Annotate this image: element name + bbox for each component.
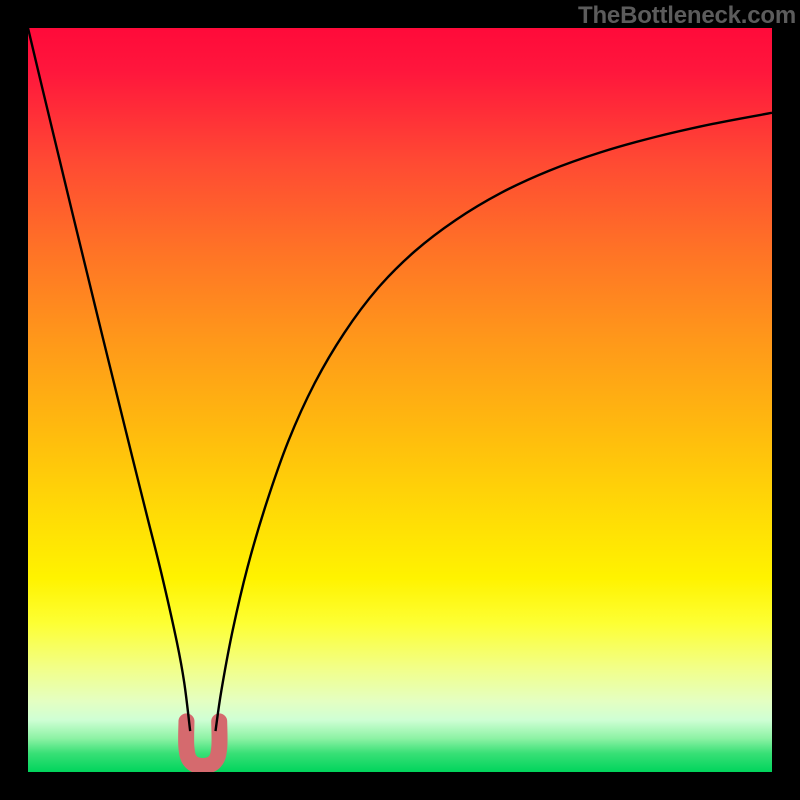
chart-container: TheBottleneck.com: [0, 0, 800, 800]
u-marker: [186, 721, 219, 766]
watermark-text: TheBottleneck.com: [578, 2, 796, 30]
plot-area: [28, 28, 772, 772]
curve-right: [215, 113, 772, 731]
curves-layer: [28, 28, 772, 772]
curve-left: [28, 28, 190, 731]
